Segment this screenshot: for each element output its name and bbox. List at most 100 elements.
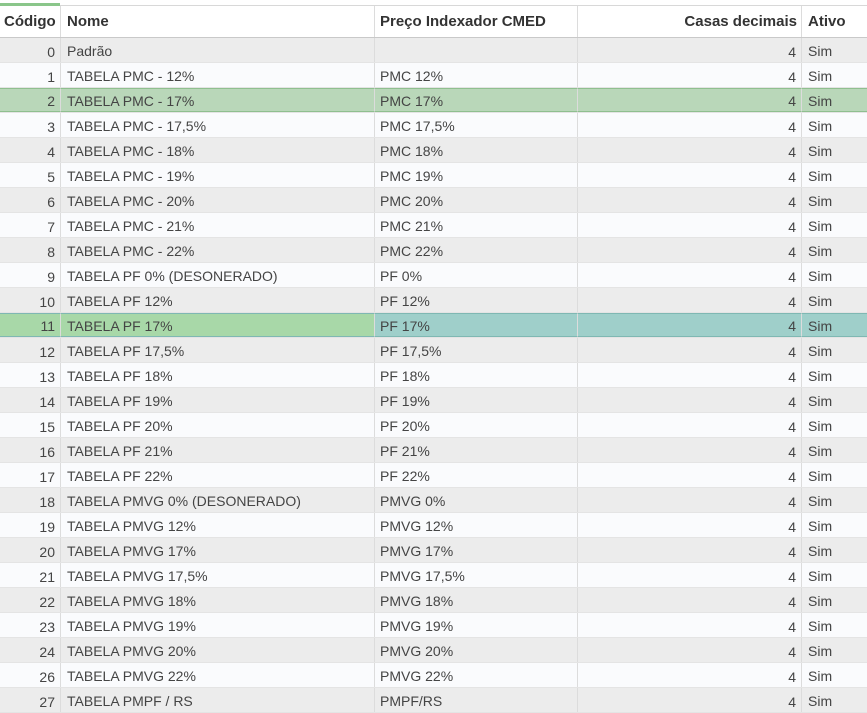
table-row[interactable]: 12 TABELA PF 17,5% PF 17,5% 4 Sim — [0, 338, 867, 363]
cell-active: Sim — [808, 392, 833, 409]
cell-name: TABELA PMC - 20% — [61, 188, 375, 212]
cell-decimals: 4 — [578, 113, 802, 137]
cell-code: 13 — [0, 363, 61, 387]
cell-active: Sim — [808, 192, 833, 209]
cell-code: 11 — [0, 313, 61, 337]
cell-indexer: PF 17% — [375, 313, 578, 337]
cell-indexer: PMC 20% — [375, 188, 578, 212]
column-header-decimals[interactable]: Casas decimais — [578, 6, 802, 37]
cell-indexer: PMPF/RS — [375, 688, 578, 712]
cell-active: Sim — [808, 417, 833, 434]
table-row[interactable]: 19 TABELA PMVG 12% PMVG 12% 4 Sim — [0, 513, 867, 538]
cell-decimals: 4 — [578, 88, 802, 112]
cell-name: TABELA PMVG 12% — [61, 513, 375, 537]
cell-decimals: 4 — [578, 538, 802, 562]
cell-name: TABELA PF 21% — [61, 438, 375, 462]
cell-decimals: 4 — [578, 138, 802, 162]
table-row[interactable]: 21 TABELA PMVG 17,5% PMVG 17,5% 4 Sim — [0, 563, 867, 588]
cell-code: 7 — [0, 213, 61, 237]
cell-indexer: PMC 21% — [375, 213, 578, 237]
grid-body: 0 Padrão 4 Sim 1 TABELA PMC - 12% PMC 12% 4 Sim 2… — [0, 38, 867, 713]
cell-active: Sim — [808, 517, 833, 534]
table-row[interactable]: 6 TABELA PMC - 20% PMC 20% 4 Sim — [0, 188, 867, 213]
cell-decimals: 4 — [578, 388, 802, 412]
table-row[interactable]: 14 TABELA PF 19% PF 19% 4 Sim — [0, 388, 867, 413]
table-row[interactable]: 16 TABELA PF 21% PF 21% 4 Sim — [0, 438, 867, 463]
table-row[interactable]: 27 TABELA PMPF / RS PMPF/RS 4 Sim — [0, 688, 867, 713]
table-row[interactable]: 5 TABELA PMC - 19% PMC 19% 4 Sim — [0, 163, 867, 188]
cell-indexer: PMC 18% — [375, 138, 578, 162]
table-row[interactable]: 2 TABELA PMC - 17% PMC 17% 4 Sim — [0, 88, 867, 113]
cell-indexer: PMC 19% — [375, 163, 578, 187]
cell-code: 26 — [0, 663, 61, 687]
cell-indexer: PMVG 0% — [375, 488, 578, 512]
cell-name: TABELA PMC - 21% — [61, 213, 375, 237]
cell-indexer: PF 0% — [375, 263, 578, 287]
cell-decimals: 4 — [578, 613, 802, 637]
cell-indexer: PF 17,5% — [375, 338, 578, 362]
cell-indexer: PMC 12% — [375, 63, 578, 87]
cell-code: 2 — [0, 88, 61, 112]
cell-code: 24 — [0, 638, 61, 662]
table-row[interactable]: 13 TABELA PF 18% PF 18% 4 Sim — [0, 363, 867, 388]
cell-active: Sim — [808, 367, 833, 384]
cell-code: 15 — [0, 413, 61, 437]
cell-name: TABELA PMVG 0% (DESONERADO) — [61, 488, 375, 512]
cell-active: Sim — [808, 492, 833, 509]
cell-code: 19 — [0, 513, 61, 537]
cell-active: Sim — [808, 217, 833, 234]
table-row[interactable]: 8 TABELA PMC - 22% PMC 22% 4 Sim — [0, 238, 867, 263]
cell-name: TABELA PF 19% — [61, 388, 375, 412]
cell-decimals: 4 — [578, 663, 802, 687]
table-row[interactable]: 7 TABELA PMC - 21% PMC 21% 4 Sim — [0, 213, 867, 238]
table-row[interactable]: 15 TABELA PF 20% PF 20% 4 Sim — [0, 413, 867, 438]
column-header-active[interactable]: Ativo — [808, 13, 846, 30]
grid-top-border — [0, 0, 867, 6]
table-row[interactable]: 1 TABELA PMC - 12% PMC 12% 4 Sim — [0, 63, 867, 88]
cell-name: TABELA PMVG 20% — [61, 638, 375, 662]
cell-active: Sim — [808, 142, 833, 159]
table-row[interactable]: 11 TABELA PF 17% PF 17% 4 Sim — [0, 313, 867, 338]
cell-indexer — [375, 38, 578, 62]
column-header-indexer[interactable]: Preço Indexador CMED — [375, 6, 578, 37]
cell-decimals: 4 — [578, 238, 802, 262]
cell-code: 5 — [0, 163, 61, 187]
cell-decimals: 4 — [578, 413, 802, 437]
cell-code: 21 — [0, 563, 61, 587]
table-row[interactable]: 24 TABELA PMVG 20% PMVG 20% 4 Sim — [0, 638, 867, 663]
column-header-name[interactable]: Nome — [61, 6, 375, 37]
table-row[interactable]: 18 TABELA PMVG 0% (DESONERADO) PMVG 0% 4 Sim — [0, 488, 867, 513]
cell-indexer: PMVG 18% — [375, 588, 578, 612]
grid-header: Código Nome Preço Indexador CMED Casas d… — [0, 6, 867, 38]
table-row[interactable]: 9 TABELA PF 0% (DESONERADO) PF 0% 4 Sim — [0, 263, 867, 288]
table-row[interactable]: 4 TABELA PMC - 18% PMC 18% 4 Sim — [0, 138, 867, 163]
cell-active: Sim — [808, 542, 833, 559]
table-row[interactable]: 17 TABELA PF 22% PF 22% 4 Sim — [0, 463, 867, 488]
cell-decimals: 4 — [578, 588, 802, 612]
cell-indexer: PF 22% — [375, 463, 578, 487]
cell-code: 9 — [0, 263, 61, 287]
table-row[interactable]: 26 TABELA PMVG 22% PMVG 22% 4 Sim — [0, 663, 867, 688]
cell-indexer: PF 19% — [375, 388, 578, 412]
table-row[interactable]: 3 TABELA PMC - 17,5% PMC 17,5% 4 Sim — [0, 113, 867, 138]
cell-decimals: 4 — [578, 38, 802, 62]
table-row[interactable]: 22 TABELA PMVG 18% PMVG 18% 4 Sim — [0, 588, 867, 613]
cell-active: Sim — [802, 313, 867, 337]
cell-name: TABELA PMC - 18% — [61, 138, 375, 162]
column-header-code[interactable]: Código — [0, 6, 61, 37]
table-row[interactable]: 23 TABELA PMVG 19% PMVG 19% 4 Sim — [0, 613, 867, 638]
table-row[interactable]: 0 Padrão 4 Sim — [0, 38, 867, 63]
cell-decimals: 4 — [578, 563, 802, 587]
cell-indexer: PMVG 22% — [375, 663, 578, 687]
cell-active: Sim — [808, 467, 833, 484]
table-row[interactable]: 10 TABELA PF 12% PF 12% 4 Sim — [0, 288, 867, 313]
sort-indicator — [0, 3, 60, 6]
cell-code: 27 — [0, 688, 61, 712]
cell-active: Sim — [808, 267, 833, 284]
cell-name: TABELA PMC - 12% — [61, 63, 375, 87]
table-row[interactable]: 20 TABELA PMVG 17% PMVG 17% 4 Sim — [0, 538, 867, 563]
cell-active: Sim — [808, 442, 833, 459]
cell-decimals: 4 — [578, 288, 802, 312]
cell-decimals: 4 — [578, 363, 802, 387]
cell-indexer: PMVG 20% — [375, 638, 578, 662]
